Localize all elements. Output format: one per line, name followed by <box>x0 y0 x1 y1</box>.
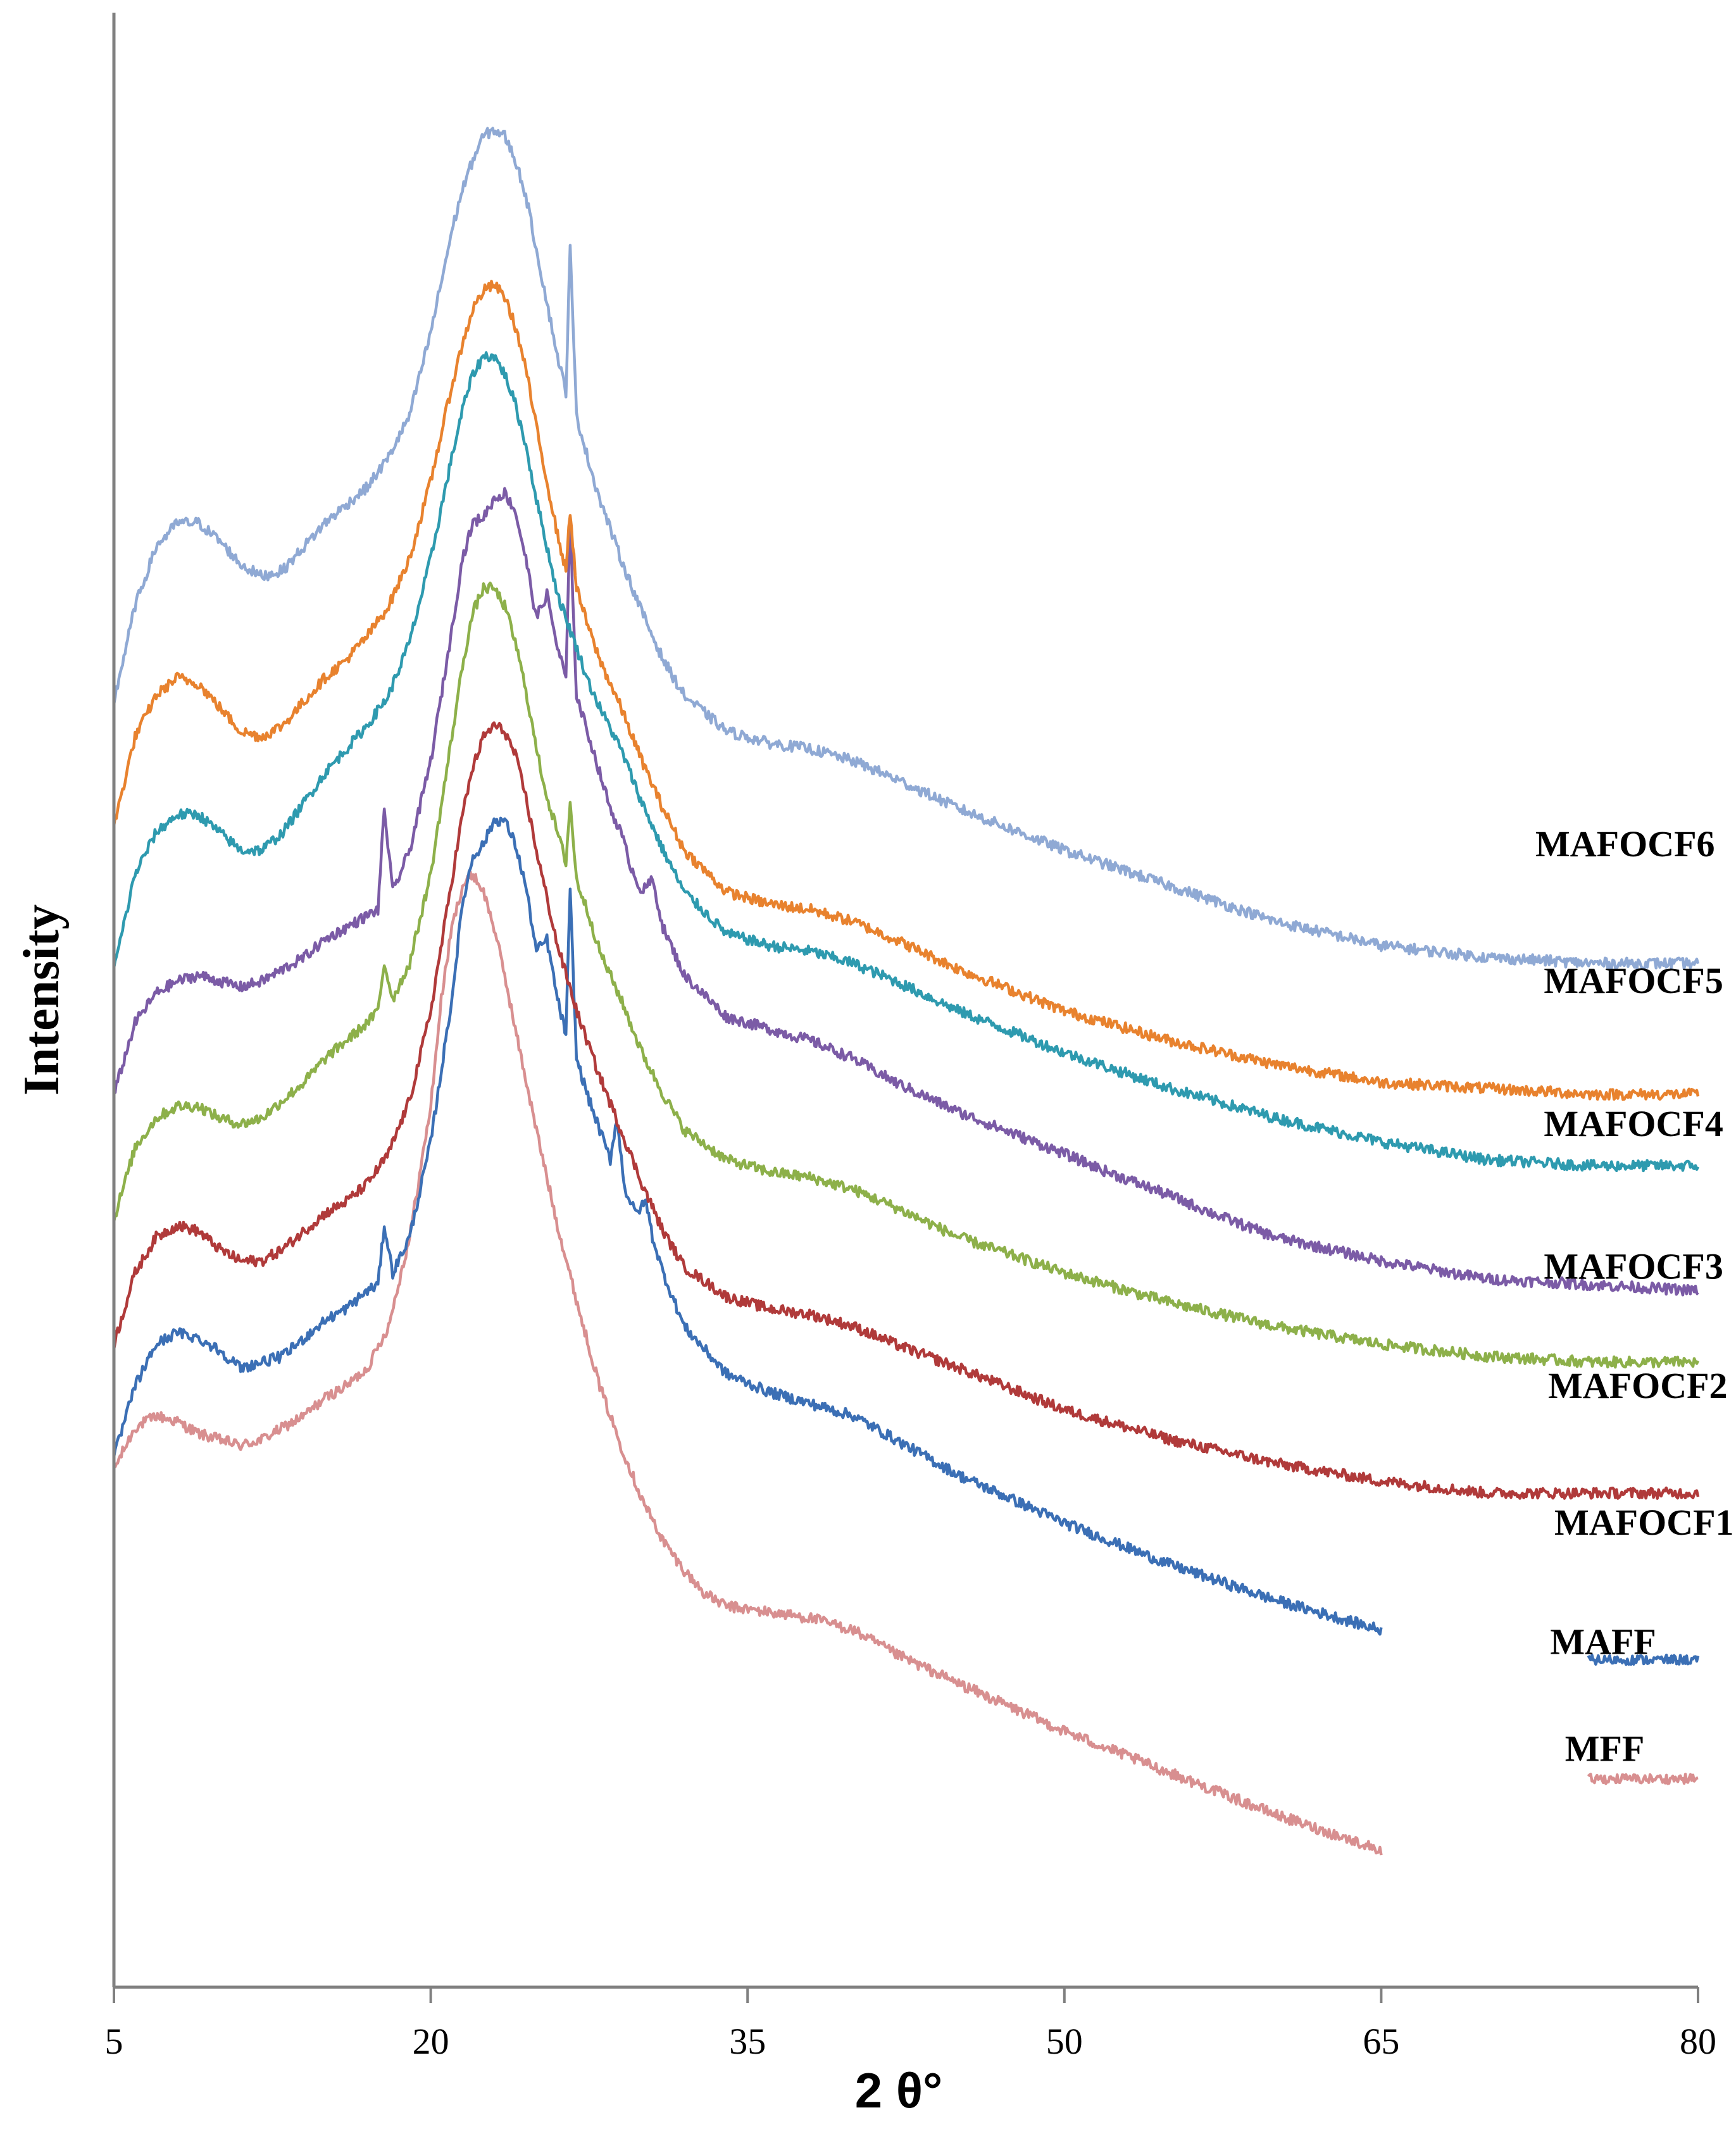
x-tick-label-20: 20 <box>413 2021 449 2062</box>
series-label-mafocf6: MAFOCF6 <box>1535 823 1715 865</box>
series-label-mafocf4: MAFOCF4 <box>1544 1103 1723 1144</box>
x-tick-label-5: 5 <box>105 2021 123 2062</box>
x-axis-ticks: 5 20 35 50 65 80 <box>105 1987 1716 2062</box>
series-label-mafocf5: MAFOCF5 <box>1544 960 1723 1001</box>
series-label-maff: MAFF <box>1550 1621 1656 1662</box>
x-tick-label-80: 80 <box>1680 2021 1716 2062</box>
x-tick-label-65: 65 <box>1363 2021 1399 2062</box>
series-line-maff <box>112 816 1383 1636</box>
x-axis-title: 2 θ° <box>855 2063 942 2118</box>
series-line-mafocf5 <box>112 280 1700 1101</box>
series-end-mark-maff <box>1587 1653 1700 1666</box>
series-label-mff: MFF <box>1565 1728 1645 1770</box>
y-axis-title: Intensity <box>14 904 70 1095</box>
x-tick-label-35: 35 <box>729 2021 766 2062</box>
series-label-mafocf3: MAFOCF3 <box>1544 1246 1723 1287</box>
series-layer <box>112 127 1700 1856</box>
series-label-mafocf1: MAFOCF1 <box>1554 1502 1734 1543</box>
series-line-mafocf2 <box>112 581 1700 1369</box>
series-line-mafocf1 <box>112 721 1700 1500</box>
series-line-mafocf6 <box>112 127 1700 970</box>
series-end-mark-mff <box>1587 1773 1699 1785</box>
series-labels: MAFOCF6 MAFOCF5 MAFOCF4 MAFOCF3 MAFOCF2 MAFOC… <box>1535 823 1734 1770</box>
series-line-mafocf3 <box>113 487 1699 1297</box>
series-label-mafocf2: MAFOCF2 <box>1548 1365 1728 1406</box>
series-line-mff <box>113 870 1383 1856</box>
x-tick-label-50: 50 <box>1046 2021 1083 2062</box>
series-line-mafocf4 <box>112 351 1700 1173</box>
